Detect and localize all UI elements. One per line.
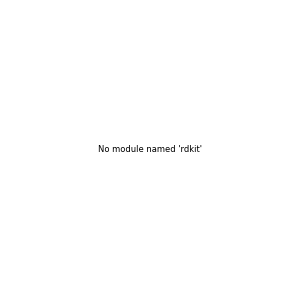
Text: No module named 'rdkit': No module named 'rdkit' [98,146,202,154]
